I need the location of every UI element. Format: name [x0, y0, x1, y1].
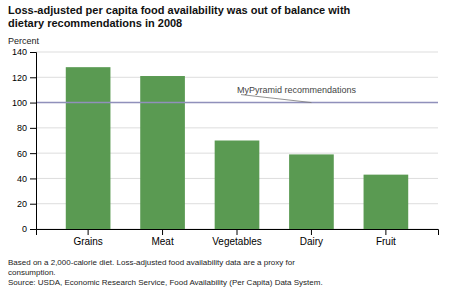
y-axis-label: Percent [8, 36, 40, 46]
y-tick: 100 [12, 98, 36, 108]
annotation: MyPyramid recommendations [237, 85, 357, 95]
x-tick: Fruit [376, 229, 396, 247]
bar [289, 154, 334, 229]
footnote: Source: USDA, Economic Research Service,… [8, 278, 323, 287]
plot-area: Grains Meat Vegetables Dairy Fruit 0 20 40 60 80 1… [12, 47, 439, 247]
x-tick-mark [237, 229, 238, 235]
y-tick-mark [30, 229, 36, 230]
reference-line [36, 102, 438, 104]
y-axis: 0 20 40 60 80 100 120 140 [12, 47, 37, 234]
y-tick-label: 80 [17, 123, 27, 133]
x-tick: Grains [73, 229, 102, 247]
x-tick-mark [88, 229, 89, 235]
y-tick-label: 40 [17, 174, 27, 184]
bar [364, 175, 409, 229]
y-tick: 20 [17, 199, 36, 209]
title: dietary recommendations in 2008 [8, 17, 182, 29]
bar [215, 141, 260, 230]
x-tick-mark [311, 229, 312, 235]
footnote: Based on a 2,000-calorie diet. Loss-adju… [8, 258, 295, 267]
x-tick: Meat [151, 229, 173, 247]
y-tick-mark [30, 153, 36, 154]
y-tick: 60 [17, 149, 36, 159]
y-axis-line [30, 53, 37, 230]
y-tick-mark [30, 128, 36, 129]
y-tick: 40 [17, 174, 36, 184]
y-tick-label: 100 [12, 98, 27, 108]
grid-line [36, 52, 438, 53]
marks [36, 67, 438, 229]
x-axis: Grains Meat Vegetables Dairy Fruit [37, 229, 439, 247]
y-tick-mark [30, 178, 36, 179]
y-tick-mark [30, 204, 36, 205]
x-tick-mark [162, 229, 163, 235]
bar [66, 67, 111, 229]
title-group: Loss-adjusted per capita food availabili… [8, 4, 351, 29]
footnotes: Based on a 2,000-calorie diet. Loss-adju… [8, 258, 323, 287]
x-tick: Vegetables [212, 229, 262, 247]
grid [36, 52, 438, 229]
x-tick-label: Vegetables [212, 236, 262, 247]
y-tick-label: 120 [12, 73, 27, 83]
y-tick-label: 140 [12, 47, 27, 57]
y-tick-label: 60 [17, 149, 27, 159]
y-tick: 140 [12, 47, 36, 57]
bar [140, 76, 185, 229]
x-axis-line [37, 230, 439, 236]
y-tick: 120 [12, 73, 36, 83]
y-tick-label: 0 [22, 224, 27, 234]
x-tick-label: Dairy [300, 236, 323, 247]
y-tick: 80 [17, 123, 36, 133]
x-tick-label: Meat [151, 236, 173, 247]
x-tick-label: Fruit [376, 236, 396, 247]
chart: Loss-adjusted per capita food availabili… [0, 0, 450, 293]
y-tick: 0 [22, 224, 36, 234]
y-tick-label: 20 [17, 199, 27, 209]
footnote: consumption. [8, 268, 56, 277]
y-tick-mark [30, 103, 36, 104]
y-tick-mark [30, 77, 36, 78]
annotation-leader [241, 95, 311, 103]
y-tick-mark [30, 52, 36, 53]
grid-line [36, 102, 438, 103]
title: Loss-adjusted per capita food availabili… [8, 4, 351, 16]
x-tick-mark [385, 229, 386, 235]
x-tick: Dairy [300, 229, 323, 247]
x-tick-label: Grains [73, 236, 102, 247]
